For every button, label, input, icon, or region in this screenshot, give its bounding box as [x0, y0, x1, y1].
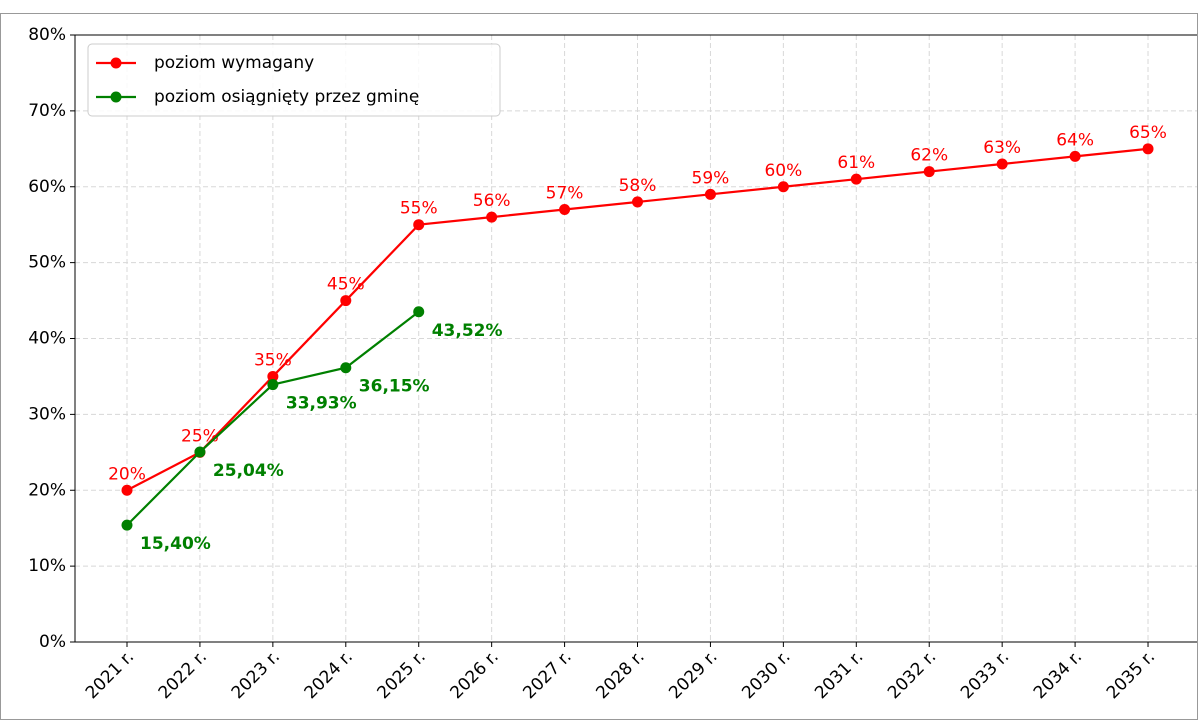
data-label: 36,15% [359, 377, 430, 397]
data-point [413, 306, 425, 318]
x-tick-label: 2021 r. [82, 647, 138, 703]
data-label: 56% [473, 191, 511, 211]
data-label: 25,04% [213, 461, 284, 481]
data-point [340, 295, 352, 307]
y-tick-label: 30% [28, 404, 66, 424]
data-label: 43,52% [432, 321, 503, 341]
x-tick-label: 2034 r. [1030, 647, 1086, 703]
x-tick-label: 2032 r. [884, 647, 940, 703]
data-point [704, 188, 716, 200]
data-label: 65% [1129, 123, 1167, 143]
data-label: 62% [910, 146, 948, 166]
data-label: 63% [983, 138, 1021, 158]
x-tick-label: 2023 r. [228, 647, 284, 703]
y-tick-label: 40% [28, 329, 66, 349]
figure-border [0, 13, 1198, 720]
y-tick-label: 70% [28, 101, 66, 121]
data-point [1142, 143, 1154, 155]
legend-marker [110, 91, 122, 103]
legend-label: poziom osiągnięty przez gminę [154, 87, 419, 107]
y-tick-label: 20% [28, 480, 66, 500]
data-point [413, 219, 425, 231]
x-tick-label: 2033 r. [957, 647, 1013, 703]
x-tick-label: 2024 r. [301, 647, 357, 703]
data-point [1069, 150, 1081, 162]
data-label: 33,93% [286, 394, 357, 414]
data-point [923, 166, 935, 178]
x-tick-label: 2030 r. [738, 647, 794, 703]
data-point [194, 446, 206, 458]
data-point [121, 484, 133, 496]
data-label: 25% [181, 426, 219, 446]
x-tick-label: 2022 r. [155, 647, 211, 703]
data-point [267, 379, 279, 391]
data-point [121, 519, 133, 531]
x-tick-label: 2031 r. [811, 647, 867, 703]
data-point [340, 362, 352, 374]
legend: poziom wymagany poziom osiągnięty przez g… [87, 43, 501, 117]
y-tick-label: 0% [39, 632, 66, 652]
data-label: 55% [400, 199, 438, 219]
x-tick-label: 2035 r. [1103, 647, 1159, 703]
data-point [559, 204, 571, 216]
data-point [267, 370, 279, 382]
data-label: 35% [254, 350, 292, 370]
data-point [850, 173, 862, 185]
data-point [777, 181, 789, 193]
data-label: 64% [1056, 130, 1094, 150]
y-tick-label: 10% [28, 556, 66, 576]
legend-box [87, 43, 501, 117]
y-tick-label: 80% [28, 25, 66, 45]
data-label: 61% [837, 153, 875, 173]
x-tick-label: 2026 r. [447, 647, 503, 703]
data-label: 20% [108, 464, 146, 484]
data-point [486, 211, 498, 223]
y-tick-label: 60% [28, 177, 66, 197]
y-tick-label: 50% [28, 253, 66, 273]
data-point [996, 158, 1008, 170]
x-tick-label: 2028 r. [592, 647, 648, 703]
legend-label: poziom wymagany [154, 53, 314, 73]
data-label: 57% [546, 184, 584, 204]
data-label: 59% [692, 168, 730, 188]
x-tick-label: 2025 r. [374, 647, 430, 703]
data-point [632, 196, 644, 208]
x-tick-label: 2029 r. [665, 647, 721, 703]
data-label: 15,40% [140, 534, 211, 554]
legend-marker [110, 57, 122, 69]
data-label: 45% [327, 275, 365, 295]
data-label: 60% [764, 161, 802, 181]
x-tick-label: 2027 r. [519, 647, 575, 703]
data-label: 58% [619, 176, 657, 196]
